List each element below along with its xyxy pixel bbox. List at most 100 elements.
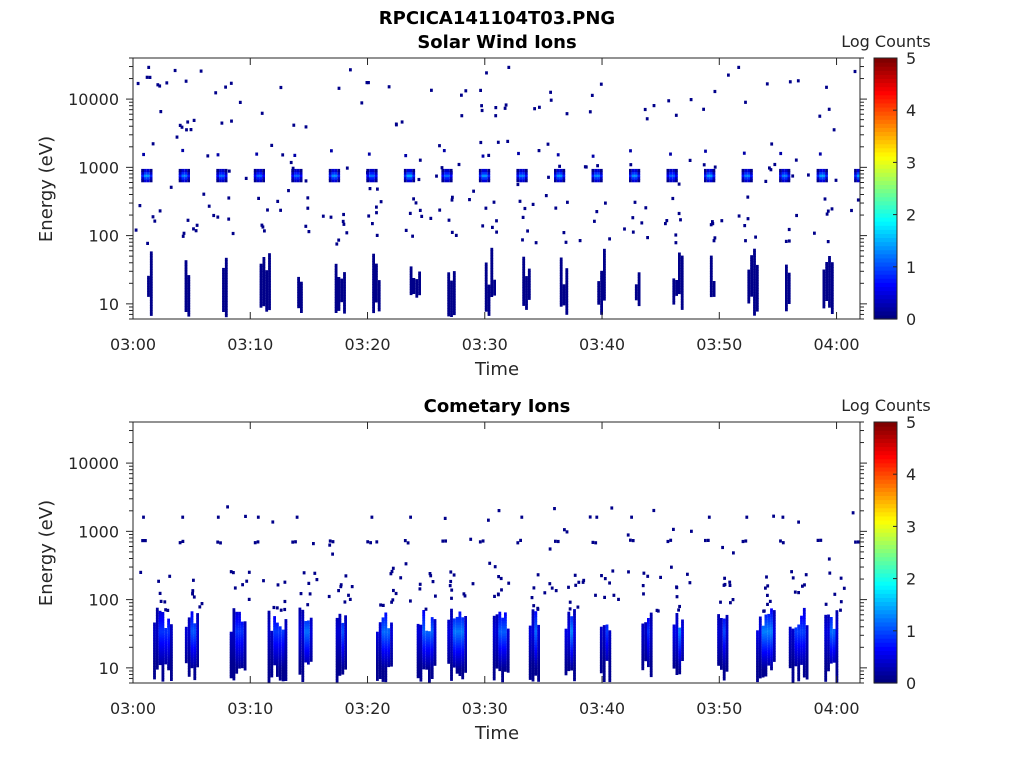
solar-wind-cell	[787, 171, 791, 175]
cometary-cell	[531, 670, 535, 674]
low-energy-cell	[785, 290, 788, 294]
solar-wind-cell	[296, 171, 300, 175]
cometary-cell	[717, 639, 720, 643]
low-energy-cell	[600, 286, 603, 290]
colorbar-segment	[874, 139, 897, 145]
cometary-cell	[722, 639, 726, 643]
low-energy-cell	[259, 304, 263, 308]
low-energy-cell	[484, 285, 488, 289]
low-energy-cell	[340, 296, 344, 300]
cometary-cell	[422, 666, 426, 670]
solar-wind-cell	[634, 176, 638, 180]
cometary-cell	[273, 639, 276, 643]
cometary-cell	[770, 613, 773, 617]
cometary-cell	[387, 646, 390, 650]
cometary-cell	[184, 652, 188, 656]
cometary-cell	[531, 657, 535, 661]
cometary-cell	[768, 599, 772, 603]
cometary-cell	[461, 637, 465, 641]
cometary-cell	[599, 654, 603, 658]
cometary-cell	[196, 618, 199, 622]
cometary-cell	[681, 637, 684, 641]
noise-cell	[435, 174, 438, 178]
cometary-cell	[301, 663, 305, 667]
cometary-cell	[498, 634, 502, 638]
cometary-cell	[647, 618, 650, 622]
cometary-cell	[829, 622, 833, 626]
low-energy-cell	[600, 288, 603, 292]
low-energy-cell	[452, 294, 456, 298]
cometary-cell	[835, 620, 839, 624]
cometary-cell	[158, 618, 162, 622]
low-energy-cell	[680, 263, 684, 267]
cometary-cell	[190, 634, 194, 638]
cometary-cell	[531, 668, 535, 672]
cometary-cell	[770, 610, 773, 615]
noise-cell	[588, 110, 592, 114]
noise-cell	[773, 162, 777, 167]
cometary-cell	[350, 585, 354, 589]
cometary-cell	[384, 645, 388, 649]
low-energy-cell	[785, 300, 788, 304]
low-energy-cell	[828, 294, 831, 298]
cometary-cell	[756, 655, 759, 660]
cometary-cell	[235, 611, 239, 615]
cometary-cell	[672, 665, 676, 669]
low-energy-cell	[750, 268, 753, 272]
cometary-cell	[761, 664, 765, 668]
solar-wind-cell	[447, 174, 450, 178]
low-energy-cell	[709, 291, 713, 295]
noise-cell	[460, 93, 463, 97]
low-energy-cell	[372, 294, 375, 298]
low-energy-cell	[409, 284, 413, 288]
cometary-cell	[153, 673, 156, 677]
cometary-cell	[570, 652, 573, 656]
solar-wind-cell	[374, 179, 378, 183]
low-energy-cell	[521, 238, 524, 242]
cometary-cell	[419, 663, 423, 667]
cometary-cell	[335, 628, 339, 632]
cometary-cell	[528, 643, 532, 647]
cometary-cell	[184, 626, 188, 630]
low-energy-cell	[187, 310, 191, 314]
cometary-cell	[304, 631, 307, 635]
solar-wind-cell	[447, 179, 450, 183]
cometary-cell	[335, 620, 339, 624]
cometary-cell	[193, 661, 197, 665]
solar-wind-cell	[337, 176, 341, 180]
cometary-cell	[276, 632, 279, 637]
colorbar-segment	[874, 159, 897, 165]
low-energy-cell	[597, 281, 601, 285]
cometary-cell	[528, 658, 532, 662]
cometary-cell	[722, 649, 726, 653]
cometary-cell	[190, 642, 194, 646]
cometary-cell	[675, 666, 679, 670]
noise-cell	[304, 125, 308, 129]
cometary-cell	[800, 633, 803, 637]
cometary-cell	[344, 645, 347, 650]
low-energy-cell	[187, 292, 191, 297]
cometary-cell	[307, 633, 310, 637]
low-energy-cell	[334, 304, 338, 308]
low-energy-cell	[268, 299, 271, 303]
cometary-cell	[278, 677, 282, 681]
cometary-cell	[298, 607, 302, 611]
x-tick-label: 03:20	[344, 699, 390, 718]
cometary-cell	[492, 631, 496, 635]
low-energy-cell	[337, 284, 341, 288]
low-energy-cell	[262, 297, 266, 302]
noise-cell	[178, 123, 182, 127]
low-energy-cell	[372, 253, 375, 257]
cometary-cell	[376, 657, 379, 661]
solar-wind-cell	[412, 174, 416, 178]
cometary-cell	[164, 628, 168, 632]
low-energy-cell	[709, 258, 713, 262]
cometary-cell	[678, 627, 682, 631]
cometary-cell	[229, 672, 233, 676]
cometary-cell	[464, 616, 467, 620]
cometary-cell	[348, 597, 352, 601]
low-energy-cell	[149, 297, 153, 301]
colorbar-segment	[874, 200, 897, 206]
leak-cell	[744, 539, 748, 543]
low-energy-cell	[409, 291, 413, 296]
